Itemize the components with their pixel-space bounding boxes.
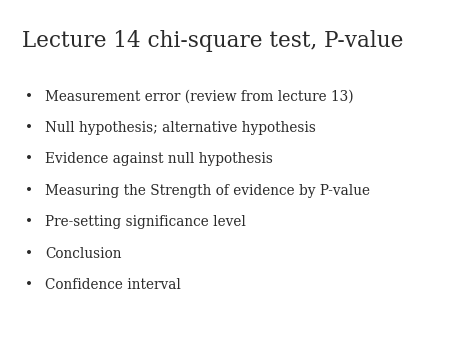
Text: Measuring the Strength of evidence by P-value: Measuring the Strength of evidence by P-… xyxy=(45,184,370,198)
Text: •: • xyxy=(25,152,33,166)
Text: •: • xyxy=(25,90,33,103)
Text: •: • xyxy=(25,215,33,229)
Text: Conclusion: Conclusion xyxy=(45,247,122,261)
Text: Pre-setting significance level: Pre-setting significance level xyxy=(45,215,246,229)
Text: Confidence interval: Confidence interval xyxy=(45,278,181,292)
Text: •: • xyxy=(25,247,33,261)
Text: •: • xyxy=(25,184,33,198)
Text: •: • xyxy=(25,121,33,135)
Text: Evidence against null hypothesis: Evidence against null hypothesis xyxy=(45,152,273,166)
Text: Null hypothesis; alternative hypothesis: Null hypothesis; alternative hypothesis xyxy=(45,121,316,135)
Text: •: • xyxy=(25,278,33,292)
Text: Lecture 14 chi-square test, P-value: Lecture 14 chi-square test, P-value xyxy=(22,30,404,52)
Text: Measurement error (review from lecture 13): Measurement error (review from lecture 1… xyxy=(45,90,354,103)
